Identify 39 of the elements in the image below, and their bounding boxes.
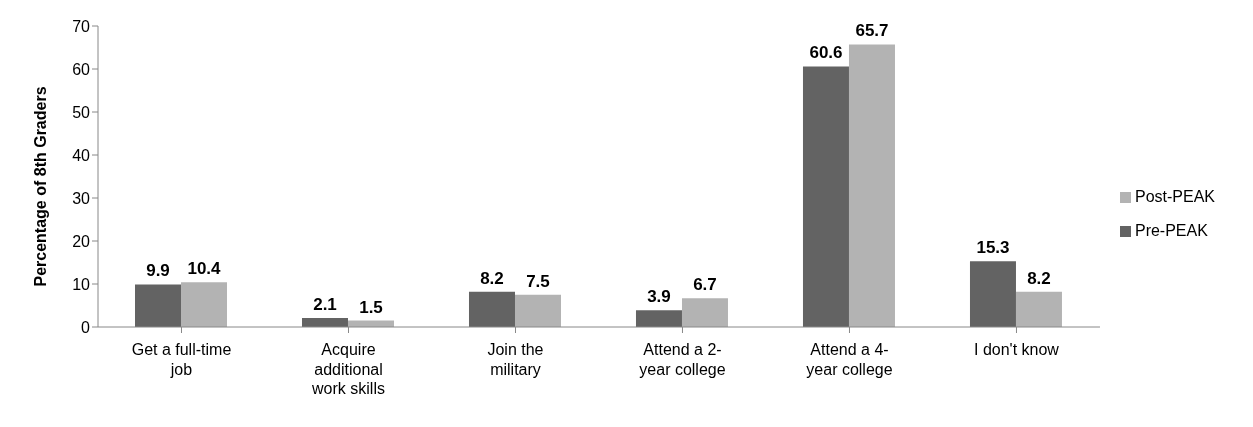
y-tick-label: 60 xyxy=(72,60,91,78)
data-label: 8.2 xyxy=(1027,268,1051,288)
bar xyxy=(514,294,561,327)
y-axis-title: Percentage of 8th Graders xyxy=(31,86,49,287)
data-label: 60.6 xyxy=(809,43,843,63)
x-tick-label: Join the military xyxy=(487,341,544,378)
bar xyxy=(135,284,181,327)
bar xyxy=(802,66,849,327)
data-label: 7.5 xyxy=(526,271,550,291)
y-tick-label: 50 xyxy=(72,103,91,121)
x-tick-label: Acquire additional work skills xyxy=(311,341,385,397)
data-label: 6.7 xyxy=(693,275,717,295)
data-label: 65.7 xyxy=(855,21,889,41)
data-label: 10.4 xyxy=(187,259,222,279)
bar xyxy=(681,298,728,327)
bar xyxy=(848,44,895,327)
y-tick-label: 70 xyxy=(72,17,91,35)
bar xyxy=(181,282,227,327)
bar xyxy=(468,291,515,327)
y-tick-label: 30 xyxy=(72,189,91,207)
y-tick-label: 10 xyxy=(72,275,91,293)
y-tick-label: 20 xyxy=(72,232,91,250)
x-tick-label: Attend a 4-year college xyxy=(806,341,893,378)
data-label: 2.1 xyxy=(313,294,337,314)
data-label: 9.9 xyxy=(146,261,170,281)
bar xyxy=(635,310,682,327)
x-tick-label: I don't know xyxy=(974,341,1060,359)
data-label: 15.3 xyxy=(976,238,1010,258)
data-label: 8.2 xyxy=(480,268,504,288)
bar xyxy=(1015,291,1062,327)
legend-label: Pre-PEAK xyxy=(1134,221,1208,239)
x-tick-label: Get a full-time job xyxy=(131,341,232,378)
bar xyxy=(969,261,1016,327)
data-label: 1.5 xyxy=(359,297,383,317)
y-tick-label: 40 xyxy=(72,146,91,164)
data-label: 3.9 xyxy=(647,287,671,307)
x-tick-label: Attend a 2-year college xyxy=(639,341,726,378)
y-tick-label: 0 xyxy=(81,318,91,336)
legend-label: Post-PEAK xyxy=(1134,187,1215,205)
